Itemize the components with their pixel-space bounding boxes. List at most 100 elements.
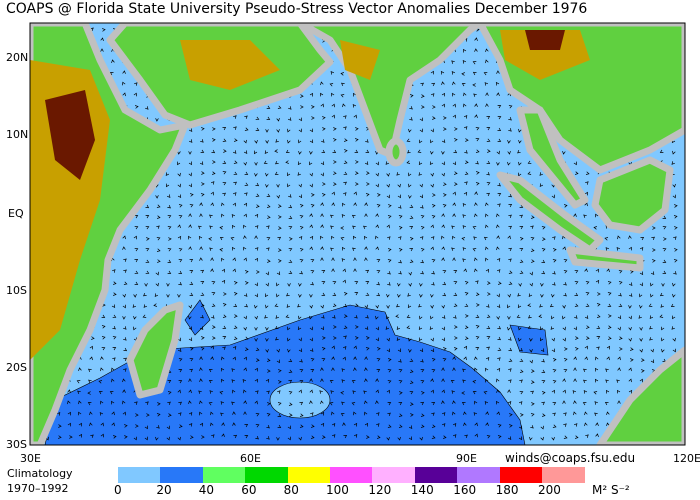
- stress-vector: [340, 391, 344, 395]
- stress-vector: [574, 270, 579, 274]
- stress-vector: [343, 303, 348, 308]
- stress-vector: [286, 292, 290, 297]
- stress-vector: [563, 435, 568, 439]
- stress-vector: [398, 248, 403, 252]
- stress-vector: [408, 282, 412, 287]
- stress-vector: [298, 194, 302, 199]
- stress-vector: [58, 435, 62, 439]
- stress-vector: [200, 139, 204, 143]
- stress-vector: [353, 92, 357, 97]
- stress-vector: [408, 436, 412, 441]
- stress-vector: [332, 281, 337, 285]
- stress-vector: [606, 356, 610, 361]
- stress-vector: [200, 149, 205, 153]
- stress-vector: [221, 213, 225, 218]
- stress-vector: [486, 182, 491, 186]
- stress-vector: [387, 358, 392, 362]
- stress-vector: [641, 369, 645, 373]
- stress-vector: [650, 348, 654, 353]
- stress-vector: [431, 270, 435, 275]
- stress-vector: [243, 161, 247, 166]
- stress-vector: [265, 282, 269, 287]
- stress-vector: [123, 337, 127, 341]
- stress-vector: [519, 391, 524, 395]
- stress-vector: [475, 336, 480, 340]
- stress-vector: [452, 356, 456, 360]
- stress-vector: [476, 303, 480, 307]
- legend-tick-label: 140: [410, 483, 434, 497]
- stress-vector: [298, 315, 302, 320]
- stress-vector: [662, 215, 667, 219]
- stress-vector: [111, 411, 115, 416]
- stress-vector: [329, 83, 334, 87]
- stress-vector: [199, 161, 204, 165]
- stress-vector: [420, 205, 424, 209]
- stress-vector: [221, 367, 225, 372]
- stress-vector: [453, 270, 458, 274]
- stress-vector: [232, 257, 236, 262]
- stress-vector: [441, 389, 445, 394]
- stress-vector: [342, 246, 346, 251]
- stress-vector: [670, 303, 675, 307]
- stress-vector: [100, 400, 104, 405]
- stress-vector: [518, 425, 523, 429]
- stress-vector: [442, 281, 447, 286]
- stress-vector: [451, 247, 455, 251]
- stress-vector: [122, 92, 126, 97]
- stress-vector: [574, 281, 579, 285]
- stress-vector: [209, 214, 213, 219]
- stress-vector: [539, 304, 543, 308]
- stress-vector: [529, 436, 533, 441]
- stress-vector: [584, 422, 588, 427]
- stress-vector: [254, 139, 258, 144]
- stress-vector: [517, 149, 521, 154]
- lat-label-20n: 20N: [6, 51, 29, 64]
- stress-vector: [583, 368, 587, 373]
- stress-vector: [454, 182, 458, 186]
- stress-vector: [188, 378, 192, 382]
- lat-label-10n: 10N: [6, 128, 29, 141]
- stress-vector: [485, 103, 489, 107]
- stress-vector: [58, 424, 62, 428]
- stress-vector: [584, 202, 588, 207]
- stress-vector: [585, 281, 590, 285]
- stress-vector: [309, 224, 313, 229]
- stress-vector: [464, 150, 468, 154]
- stress-vector: [419, 348, 424, 353]
- stress-vector: [441, 367, 445, 371]
- stress-vector: [519, 379, 523, 383]
- stress-vector: [563, 369, 568, 373]
- stress-vector: [630, 358, 634, 362]
- stress-vector: [605, 368, 609, 373]
- stress-vector: [189, 259, 194, 263]
- legend-tick-label: 100: [326, 483, 349, 497]
- stress-vector: [166, 194, 171, 198]
- stress-vector: [222, 171, 227, 175]
- stress-vector: [431, 204, 436, 208]
- stress-vector: [484, 82, 489, 86]
- stress-vector: [541, 259, 546, 263]
- stress-vector: [442, 358, 447, 362]
- stress-vector: [604, 237, 609, 241]
- stress-vector: [233, 171, 238, 175]
- stress-vector: [531, 380, 535, 384]
- stress-vector: [508, 358, 513, 362]
- stress-vector: [542, 237, 546, 241]
- stress-vector: [387, 282, 391, 286]
- stress-vector: [507, 326, 511, 331]
- stress-vector: [464, 325, 469, 329]
- stress-vector: [310, 281, 314, 286]
- stress-vector: [584, 268, 588, 273]
- stress-vector: [89, 411, 93, 416]
- stress-vector: [659, 314, 664, 318]
- stress-vector: [672, 194, 676, 199]
- stress-vector: [123, 357, 127, 362]
- stress-vector: [518, 172, 522, 177]
- stress-vector: [375, 246, 379, 251]
- stress-vector: [134, 248, 139, 252]
- stress-vector: [518, 436, 522, 441]
- stress-vector: [497, 435, 502, 439]
- stress-vector: [222, 160, 227, 164]
- stress-vector: [341, 401, 345, 406]
- stress-vector: [156, 204, 161, 208]
